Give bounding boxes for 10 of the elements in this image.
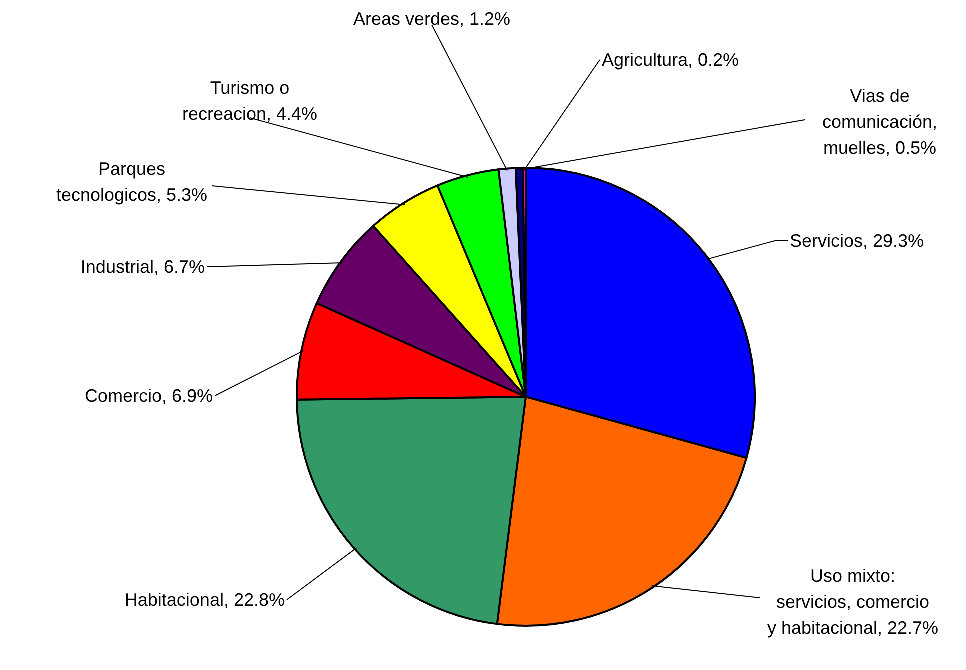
slice-label: Parques tecnologicos, 5.3% xyxy=(56,159,208,205)
slice-label: Agricultura, 0.2% xyxy=(602,50,740,70)
slice-label: Habitacional, 22.8% xyxy=(124,590,285,610)
slice-label: Servicios, 29.3% xyxy=(790,231,924,251)
slice-label: Uso mixto: servicios, comercio y habitacional, 22.7% xyxy=(767,566,939,638)
slice-label: Areas verdes, 1.2% xyxy=(353,9,511,29)
slice-label: Turismo o recreacion, 4.4% xyxy=(182,78,318,124)
slice-label: Industrial, 6.7% xyxy=(80,257,205,277)
slice-label: Vias de comunicación, muelles, 0.5% xyxy=(822,86,938,158)
slice-label: Comercio, 6.9% xyxy=(84,386,213,406)
